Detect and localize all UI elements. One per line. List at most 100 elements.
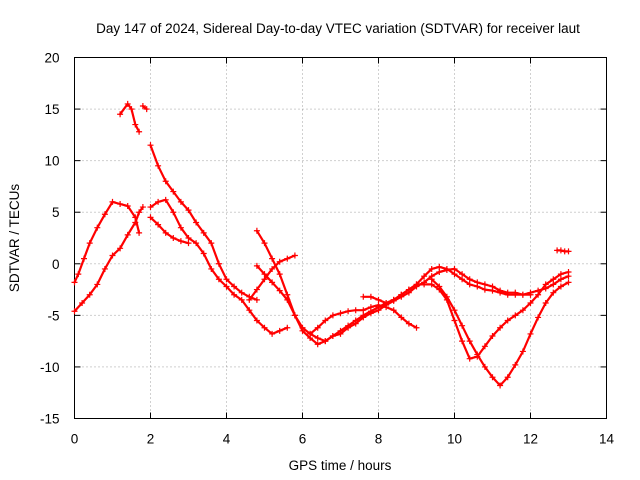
data-point [489,283,496,290]
data-point [512,289,519,296]
data-point [269,279,276,286]
data-point [177,198,184,205]
data-point [101,211,108,218]
data-point [337,330,344,337]
series-track-13 [554,247,572,255]
data-point [367,310,374,317]
data-point [276,287,283,294]
data-point [550,276,557,283]
data-point [246,296,253,303]
data-point [474,351,481,358]
data-point [390,296,397,303]
data-point [253,317,260,324]
data-point [466,338,473,345]
data-point [314,335,321,342]
data-point [253,227,260,234]
data-series [71,100,572,389]
data-point [428,265,435,272]
x-tick-label: 12 [523,432,538,447]
series-track-3b [139,102,150,113]
data-point [177,224,184,231]
data-point [550,289,557,296]
data-point [451,271,458,278]
data-point [193,240,200,247]
data-point [383,299,390,306]
data-point [177,238,184,245]
x-tick-label: 2 [147,432,155,447]
data-point [489,374,496,381]
data-point [398,291,405,298]
data-point [360,293,367,300]
data-point [132,121,139,128]
data-point [542,299,549,306]
series-track-1 [71,198,143,286]
data-point [421,273,428,280]
data-point [185,240,192,247]
series-track-3 [117,100,143,135]
data-point [170,209,177,216]
data-point [139,204,146,211]
data-point [345,308,352,315]
data-point [223,283,230,290]
y-tick-label: -15 [40,412,60,427]
x-tick-label: 10 [447,432,462,447]
data-point [147,214,154,221]
data-point [276,258,283,265]
y-tick-label: 20 [44,51,59,66]
data-point [504,374,511,381]
data-point [565,248,572,255]
x-axis-label: GPS time / hours [289,458,392,473]
data-point [436,283,443,290]
data-point [269,255,276,262]
data-point [162,229,169,236]
data-point [276,271,283,278]
data-point [367,293,374,300]
data-point [132,219,139,226]
data-point [360,307,367,314]
series-track-5 [147,196,291,337]
data-point [200,250,207,257]
data-point [101,265,108,272]
data-point [512,361,519,368]
series-track-6 [147,214,192,247]
data-point [94,281,101,288]
data-point [512,312,519,319]
data-point [466,281,473,288]
series-track-2 [71,204,146,315]
data-point [284,296,291,303]
data-point [443,266,450,273]
data-point [519,348,526,355]
chart-title: Day 147 of 2024, Sidereal Day-to-day VTE… [96,21,580,36]
x-tick-label: 6 [299,432,307,447]
data-point [390,307,397,314]
data-point [535,291,542,298]
data-point [527,291,534,298]
y-tick-label: 0 [52,257,60,272]
y-tick-label: 5 [52,205,60,220]
data-point [124,203,131,210]
x-tick-labels: 0 2 4 6 8 10 12 14 [71,432,615,447]
y-tick-label: -10 [40,360,60,375]
y-tick-label: 15 [44,102,59,117]
data-point [81,255,87,262]
data-point [284,291,291,298]
data-point [139,102,146,109]
data-point [79,299,86,306]
x-tick-label: 14 [599,432,615,447]
data-point [557,276,564,283]
data-point [117,111,124,118]
data-point [367,304,374,311]
data-point [322,338,329,345]
data-point [519,291,526,298]
data-point [284,255,291,262]
data-point [162,178,169,185]
data-point [215,260,222,267]
data-point [193,219,200,226]
data-point [307,330,314,337]
x-tick-label: 8 [375,432,383,447]
data-point [86,291,93,298]
y-tick-labels: -15 -10 -5 0 5 10 15 20 [40,51,60,427]
data-point [542,281,549,288]
data-point [215,276,222,283]
x-tick-label: 0 [71,432,79,447]
